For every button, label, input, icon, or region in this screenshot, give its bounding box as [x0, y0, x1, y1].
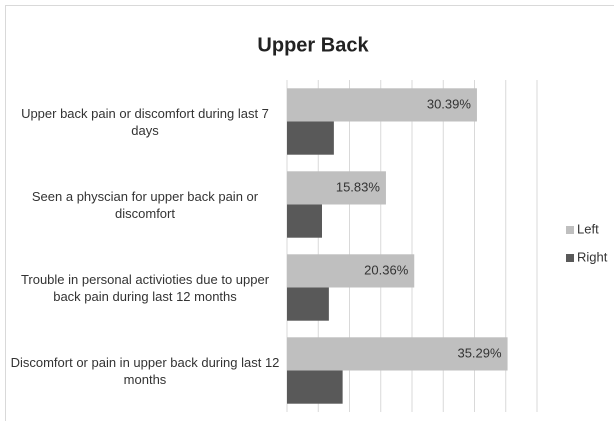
bar	[287, 171, 386, 205]
category-label: Upper back pain or discomfort during las…	[21, 105, 269, 138]
legend-swatch	[566, 226, 574, 234]
bar	[287, 88, 477, 122]
bar	[287, 337, 508, 371]
chart-title: Upper Back	[257, 34, 369, 56]
category-label: Discomfort or pain in upper back during …	[10, 354, 280, 387]
category-label: Seen a physcian for upper back pain or d…	[31, 188, 259, 221]
legend-swatch	[566, 254, 574, 262]
bar	[287, 121, 334, 155]
value-label: 30.39%	[427, 96, 472, 111]
value-label: 35.29%	[457, 345, 502, 360]
bar	[287, 204, 322, 238]
chart-border	[5, 5, 614, 421]
bar	[287, 287, 329, 321]
legend-label: Right	[577, 249, 608, 264]
bar	[287, 254, 415, 288]
legend-label: Left	[577, 221, 599, 236]
value-label: 15.83%	[336, 179, 381, 194]
value-label: 20.36%	[364, 262, 409, 277]
bar	[287, 370, 343, 404]
category-label: Trouble in personal activioties due to u…	[20, 271, 270, 304]
